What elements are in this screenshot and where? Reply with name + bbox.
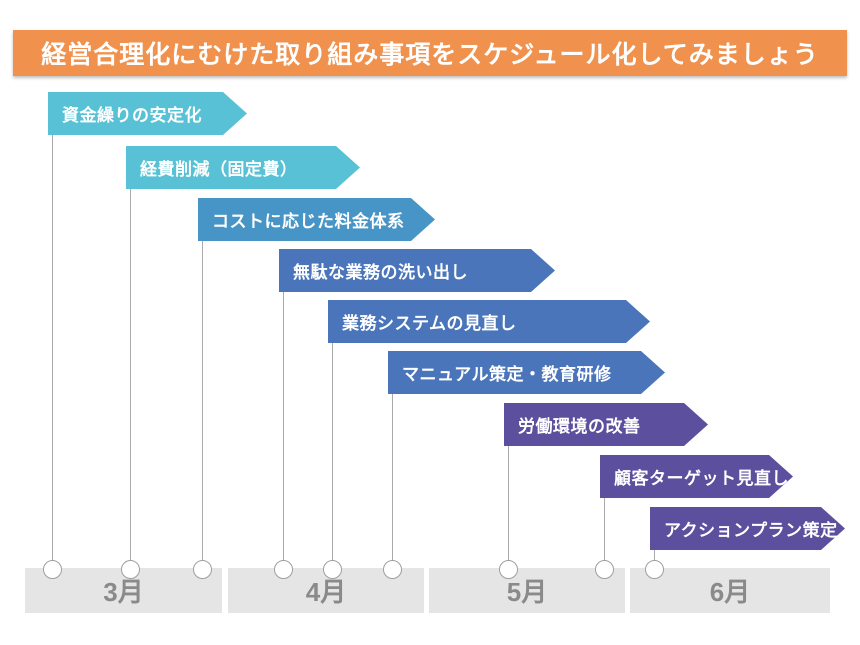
timeline-marker-circle bbox=[274, 560, 293, 579]
timeline-connector-line bbox=[52, 135, 53, 560]
timeline-connector-line bbox=[392, 394, 393, 560]
task-arrow-5: 業務システムの見直し bbox=[328, 300, 650, 343]
month-box-june: 6月 bbox=[630, 568, 830, 613]
task-arrow-2: 経費削減（固定費） bbox=[126, 146, 360, 189]
task-arrow-8: 顧客ターゲット見直し bbox=[600, 455, 793, 498]
timeline-connector-line bbox=[283, 292, 284, 560]
timeline-connector-line bbox=[604, 498, 605, 560]
timeline-marker-circle bbox=[383, 560, 402, 579]
timeline-marker-circle bbox=[43, 560, 62, 579]
title-banner: 経営合理化にむけた取り組み事項をスケジュール化してみましょう bbox=[13, 30, 847, 76]
task-arrow-7: 労働環境の改善 bbox=[504, 403, 708, 446]
task-arrow-9: アクションプラン策定 bbox=[650, 507, 845, 550]
timeline-marker-circle bbox=[499, 560, 518, 579]
timeline-connector-line bbox=[130, 189, 131, 560]
task-arrow-6: マニュアル策定・教育研修 bbox=[388, 351, 665, 394]
timeline-marker-circle bbox=[645, 560, 664, 579]
timeline-marker-circle bbox=[323, 560, 342, 579]
timeline-connector-line bbox=[508, 446, 509, 560]
task-arrow-1: 資金繰りの安定化 bbox=[48, 92, 247, 135]
timeline-marker-circle bbox=[193, 560, 212, 579]
timeline-marker-circle bbox=[121, 560, 140, 579]
month-box-may: 5月 bbox=[429, 568, 625, 613]
timeline-connector-line bbox=[202, 241, 203, 560]
task-arrow-3: コストに応じた料金体系 bbox=[198, 198, 435, 241]
task-arrow-4: 無駄な業務の洗い出し bbox=[279, 249, 555, 292]
timeline-marker-circle bbox=[595, 560, 614, 579]
timeline-connector-line bbox=[332, 343, 333, 560]
timeline-connector-line bbox=[654, 550, 655, 560]
